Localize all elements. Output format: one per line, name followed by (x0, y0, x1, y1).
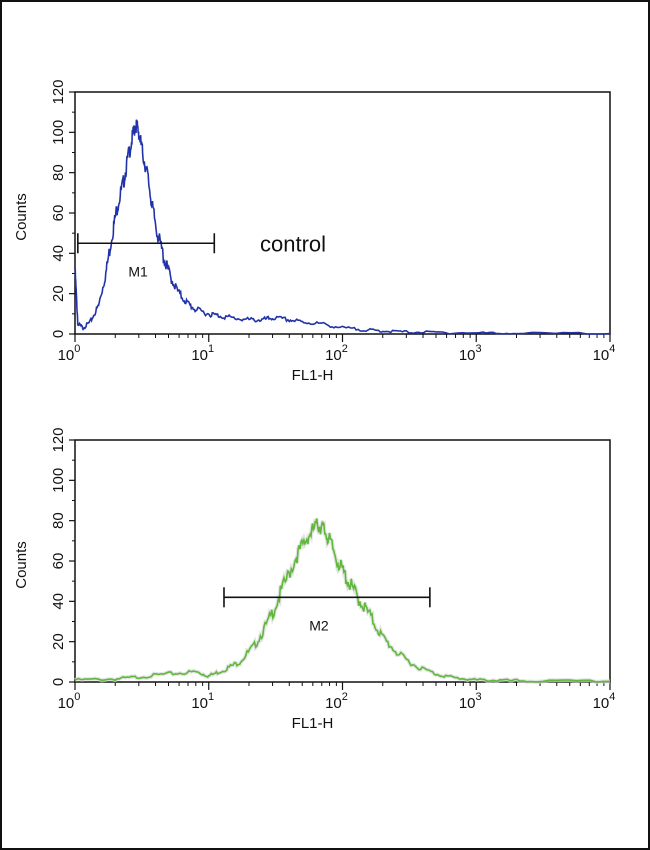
y-tick-label: 80 (50, 512, 67, 529)
x-tick-label: 104 (593, 343, 616, 364)
x-tick-label: 100 (58, 691, 81, 712)
histogram-panel-1: 100 101 102 103 104 0 20 40 60 80 100 120 FL1-H Count… (13, 79, 615, 384)
x-tick-label: 103 (459, 343, 482, 364)
y-tick-label: 120 (50, 427, 67, 452)
y-tick-label: 100 (50, 468, 67, 493)
y-tick-label: 40 (50, 593, 67, 610)
histogram-line (74, 119, 611, 335)
x-tick-label: 102 (325, 343, 348, 364)
y-tick-label: 60 (50, 205, 67, 222)
marker-label: M2 (309, 617, 329, 633)
series-shadow (74, 518, 610, 685)
histogram-line (74, 518, 610, 683)
y-tick-label: 60 (50, 553, 67, 570)
y-tick-label: 80 (50, 164, 67, 181)
x-tick-label: 100 (58, 343, 81, 364)
y-tick-label: 40 (50, 245, 67, 262)
x-axis-label: FL1-H (292, 367, 334, 384)
y-axis-label: Counts (13, 541, 30, 589)
x-tick-label: 104 (593, 691, 616, 712)
plot-frame (74, 91, 611, 335)
y-tick-label: 0 (50, 678, 67, 686)
y-axis-label: Counts (13, 193, 30, 241)
y-tick-label: 20 (50, 285, 67, 302)
x-tick-label: 101 (191, 691, 214, 712)
x-tick-label: 103 (459, 691, 482, 712)
x-tick-label: 101 (191, 343, 214, 364)
y-tick-label: 100 (50, 120, 67, 145)
marker-label: M1 (128, 263, 148, 279)
annotation-label: control (260, 231, 326, 256)
x-tick-label: 102 (325, 691, 348, 712)
x-axis-label: FL1-H (292, 715, 334, 732)
histogram-panel-2: 100 101 102 103 104 0 20 40 60 80 100 120 FL1-H Count… (13, 427, 615, 732)
y-tick-label: 20 (50, 633, 67, 650)
y-tick-label: 0 (50, 330, 67, 338)
y-tick-label: 120 (50, 79, 67, 104)
